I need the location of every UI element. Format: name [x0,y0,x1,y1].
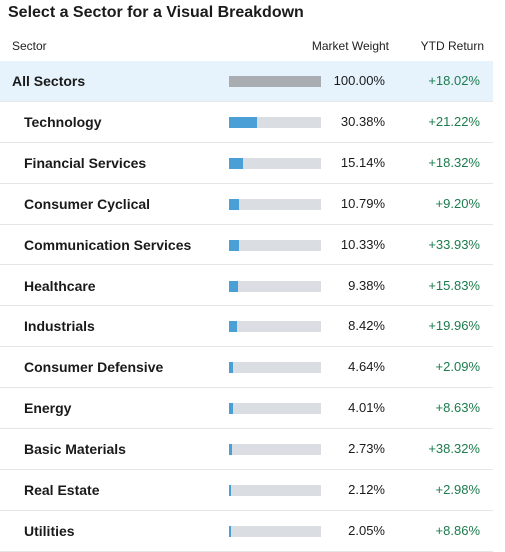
title: Select a Sector for a Visual Breakdown [8,4,304,21]
weight-bar [229,321,237,333]
ytd-return: +21.22% [428,113,480,129]
sector-name: Industrials [24,318,95,335]
sector-name: Utilities [24,522,75,539]
weight-bar-track [229,321,321,333]
sector-name: Real Estate [24,482,100,498]
ytd-return: +8.86% [435,522,480,538]
sector-name: Communication Services [24,236,192,253]
weight-bar [229,239,239,251]
sector-row[interactable]: Technology 30.38% +21.22% [0,102,493,143]
market-weight: 4.64% [348,359,385,375]
sector-name: Basic Materials [24,441,126,458]
weight-bar-track [229,198,321,210]
sector-name: All Sectors [12,73,86,89]
weight-bar [229,198,239,210]
ytd-return: +18.02% [428,73,480,88]
market-weight: 8.42% [348,318,385,334]
sector-row[interactable]: Energy 4.01% +8.63% [0,388,493,430]
sector-row[interactable]: All Sectors 100.00% +18.02% [0,61,493,102]
sector-row[interactable]: Basic Materials 2.73% +38.32% [0,429,493,470]
ytd-return: +2.98% [435,482,480,497]
sector-row[interactable]: Healthcare 9.38% +15.83% [0,266,493,307]
sector-row[interactable]: Financial Services 15.14% +18.32% [0,143,493,184]
sector-row[interactable]: Real Estate 2.12% +2.98% [0,470,493,511]
weight-bar [229,485,231,496]
market-weight: 10.33% [340,236,385,252]
ytd-return: +19.96% [428,318,480,334]
weight-bar [229,362,234,374]
ytd-return: +33.93% [428,236,480,252]
weight-bar-track [229,157,321,169]
column-header: Market Weight [311,39,389,53]
sector-row[interactable]: Industrials 8.42% +19.96% [0,306,493,348]
weight-bar [229,116,257,128]
sector-row[interactable]: Utilities 2.05% +8.86% [0,511,493,552]
sector-row[interactable]: Consumer Defensive 4.64% +2.09% [0,347,493,389]
weight-bar-track [229,280,321,292]
market-weight: 30.38% [340,113,385,129]
ytd-return: +8.63% [435,400,480,416]
market-weight: 2.05% [348,522,385,538]
market-weight: 9.38% [348,277,385,293]
sector-row[interactable]: Consumer Cyclical 10.79% +9.20% [0,184,493,225]
weight-bar [229,444,232,456]
column-header: Sector [12,39,47,53]
market-weight: 10.79% [340,195,385,211]
weight-bar-track [229,403,321,415]
market-weight: 100.00% [333,73,385,88]
market-weight: 2.12% [348,482,385,497]
sector-name: Energy [24,400,72,417]
sector-name: Healthcare [24,277,96,294]
ytd-return: +9.20% [435,195,480,211]
weight-bar [229,157,243,169]
weight-bar-track [229,116,321,128]
weight-bar-track [229,485,321,496]
column-header: YTD Return [420,39,484,53]
weight-bar [229,76,321,87]
sector-name: Technology [24,113,102,130]
market-weight: 15.14% [340,154,385,170]
weight-bar [229,525,231,537]
ytd-return: +2.09% [435,359,480,375]
ytd-return: +15.83% [428,277,480,293]
sector-name: Consumer Cyclical [24,195,151,212]
market-weight: 2.73% [348,441,385,457]
weight-bar-track [229,525,321,537]
weight-bar-track [229,76,321,87]
ytd-return: +18.32% [428,154,480,170]
weight-bar [229,280,238,292]
market-weight: 4.01% [348,400,385,416]
weight-bar-track [229,362,321,374]
sector-name: Consumer Defensive [24,359,164,376]
weight-bar-track [229,239,321,251]
weight-bar-track [229,444,321,456]
weight-bar [229,403,233,415]
sector-name: Financial Services [24,154,147,171]
sector-row[interactable]: Communication Services 10.33% +33.93% [0,225,493,266]
ytd-return: +38.32% [428,441,480,457]
